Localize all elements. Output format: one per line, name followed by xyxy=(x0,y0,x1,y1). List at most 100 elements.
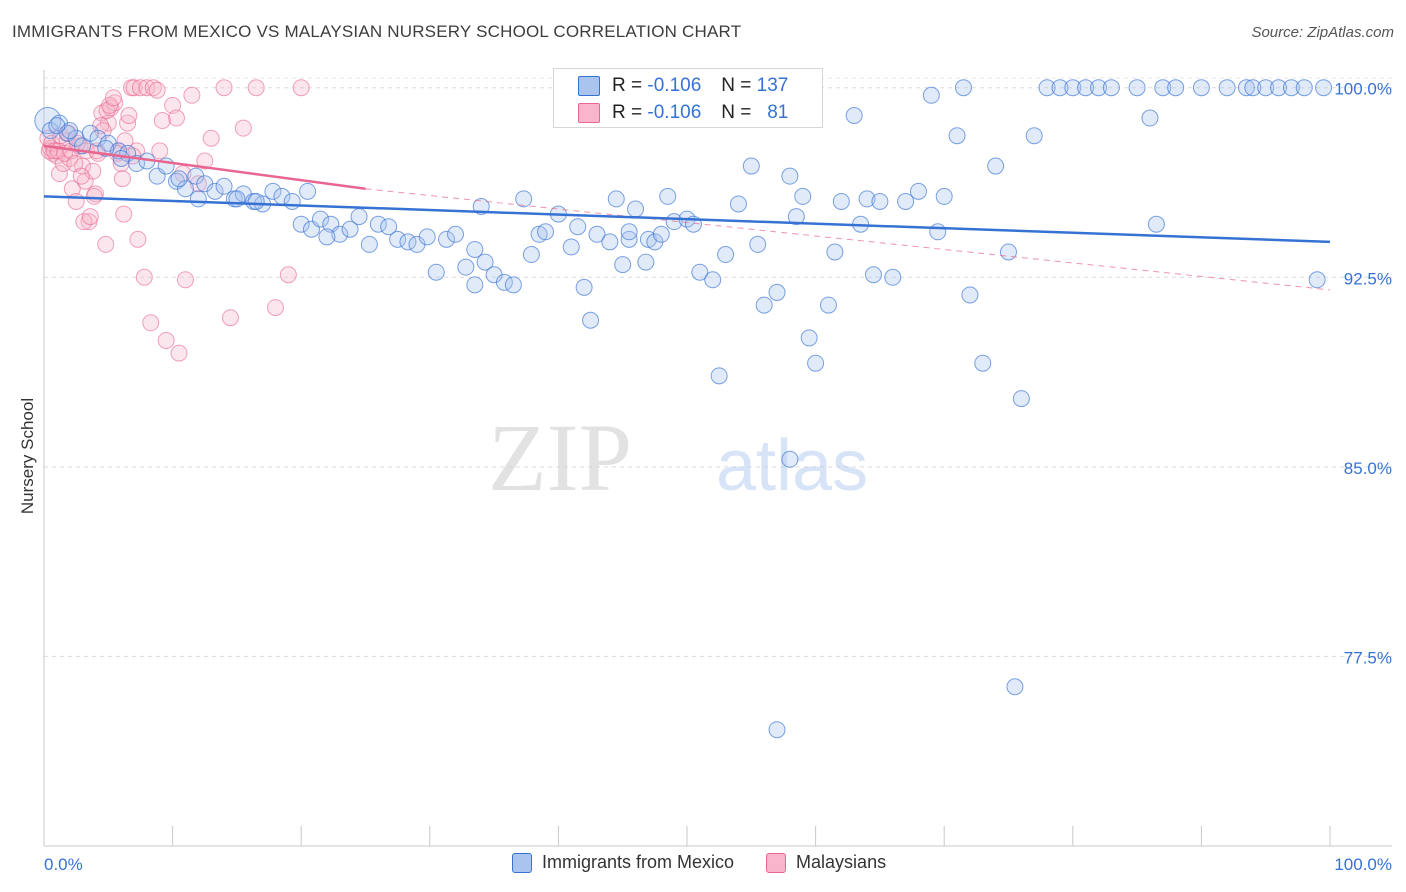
data-point-mexico xyxy=(768,283,786,301)
legend-item-mexico[interactable]: Immigrants from Mexico xyxy=(512,852,734,873)
data-point-mexico xyxy=(710,367,728,385)
data-point-mexico xyxy=(1218,79,1236,97)
data-point-mexico xyxy=(588,225,606,243)
data-point-mexico xyxy=(1077,79,1095,97)
legend-swatch-blue xyxy=(512,852,532,873)
data-point-mexico xyxy=(1038,79,1056,97)
legend: Immigrants from Mexico Malaysians xyxy=(512,852,918,873)
data-point-mexico xyxy=(1244,79,1262,97)
data-point-mexico xyxy=(299,182,317,200)
data-point-mexico xyxy=(522,246,540,264)
data-point-mexico xyxy=(1025,127,1043,145)
data-point-malaysians xyxy=(85,187,103,205)
data-point-mexico xyxy=(1012,390,1030,408)
data-point-mexico xyxy=(781,450,799,468)
data-point-malaysians xyxy=(50,165,68,183)
data-point-malaysians xyxy=(221,309,239,327)
data-point-mexico xyxy=(380,218,398,236)
data-point-mexico xyxy=(935,187,953,205)
data-point-malaysians xyxy=(176,271,194,289)
data-point-mexico xyxy=(620,223,638,241)
data-point-mexico xyxy=(569,218,587,236)
stats-row-mexico: R = -0.106 N = 137 xyxy=(578,73,788,99)
data-point-mexico xyxy=(1192,79,1210,97)
data-point-malaysians xyxy=(196,152,214,170)
data-point-mexico xyxy=(537,223,555,241)
source-label: Source: ZipAtlas.com xyxy=(1251,24,1394,41)
data-point-malaysians xyxy=(81,208,99,226)
data-point-mexico xyxy=(807,354,825,372)
legend-label: Immigrants from Mexico xyxy=(542,852,735,872)
data-point-mexico xyxy=(215,177,233,195)
data-point-mexico xyxy=(954,79,972,97)
data-point-mexico xyxy=(1141,109,1159,127)
data-point-mexico xyxy=(717,246,735,264)
data-point-malaysians xyxy=(183,86,201,104)
x-tick-label: 100.0% xyxy=(1334,855,1392,874)
data-point-malaysians xyxy=(247,79,265,97)
legend-swatch-pink xyxy=(766,852,787,873)
data-point-malaysians xyxy=(67,192,85,210)
data-point-mexico xyxy=(897,192,915,210)
data-point-mexico xyxy=(189,190,207,208)
data-point-mexico xyxy=(1315,79,1333,97)
data-point-mexico xyxy=(1237,79,1255,97)
data-point-mexico xyxy=(858,190,876,208)
data-point-mexico xyxy=(794,187,812,205)
data-point-mexico xyxy=(614,256,632,274)
data-point-mexico xyxy=(318,228,336,246)
data-point-mexico xyxy=(1064,79,1082,97)
data-point-mexico xyxy=(283,192,301,210)
series-mexico xyxy=(34,79,1333,739)
data-point-mexico xyxy=(729,195,747,213)
series-malaysians xyxy=(39,79,310,362)
data-point-mexico xyxy=(1154,79,1172,97)
y-tick-label: 100.0% xyxy=(1334,80,1392,99)
data-point-mexico xyxy=(466,276,484,294)
data-point-mexico xyxy=(781,167,799,185)
data-point-mexico xyxy=(1308,271,1326,289)
data-point-mexico xyxy=(34,107,62,135)
data-point-mexico xyxy=(1128,79,1146,97)
data-point-mexico xyxy=(1167,79,1185,97)
data-point-malaysians xyxy=(266,299,284,317)
data-point-malaysians xyxy=(104,89,122,107)
data-point-mexico xyxy=(1257,79,1275,97)
data-point-mexico xyxy=(562,238,580,256)
stats-n-label: N = xyxy=(721,75,752,96)
data-point-mexico xyxy=(466,240,484,258)
data-point-mexico xyxy=(1102,79,1120,97)
data-point-mexico xyxy=(871,192,889,210)
data-point-malaysians xyxy=(101,96,119,114)
data-point-mexico xyxy=(832,192,850,210)
data-point-mexico xyxy=(331,225,349,243)
data-point-mexico xyxy=(704,271,722,289)
data-point-malaysians xyxy=(97,235,115,253)
trend-line-malaysians xyxy=(43,144,366,191)
watermark-atlas: atlas xyxy=(716,426,868,506)
data-point-mexico xyxy=(112,149,130,167)
data-point-mexico xyxy=(170,170,188,188)
legend-item-malaysians[interactable]: Malaysians xyxy=(766,852,886,873)
data-point-mexico xyxy=(691,263,709,281)
stats-r-label: R = xyxy=(612,75,643,96)
data-point-malaysians xyxy=(234,119,252,137)
data-point-malaysians xyxy=(157,331,175,349)
data-point-mexico xyxy=(515,190,533,208)
data-point-malaysians xyxy=(167,109,185,127)
data-point-mexico xyxy=(922,86,940,104)
stats-r-value: -0.106 xyxy=(647,75,702,96)
data-point-malaysians xyxy=(131,79,149,97)
data-point-mexico xyxy=(176,180,194,198)
data-point-malaysians xyxy=(279,266,297,284)
data-point-malaysians xyxy=(292,79,310,97)
axes xyxy=(43,70,1392,847)
data-point-mexico xyxy=(607,190,625,208)
data-point-malaysians xyxy=(120,106,138,124)
data-point-mexico xyxy=(418,228,436,246)
data-point-mexico xyxy=(389,230,407,248)
data-point-malaysians xyxy=(142,314,160,332)
watermark-zip: ZIP xyxy=(488,404,632,511)
data-point-mexico xyxy=(845,106,863,124)
